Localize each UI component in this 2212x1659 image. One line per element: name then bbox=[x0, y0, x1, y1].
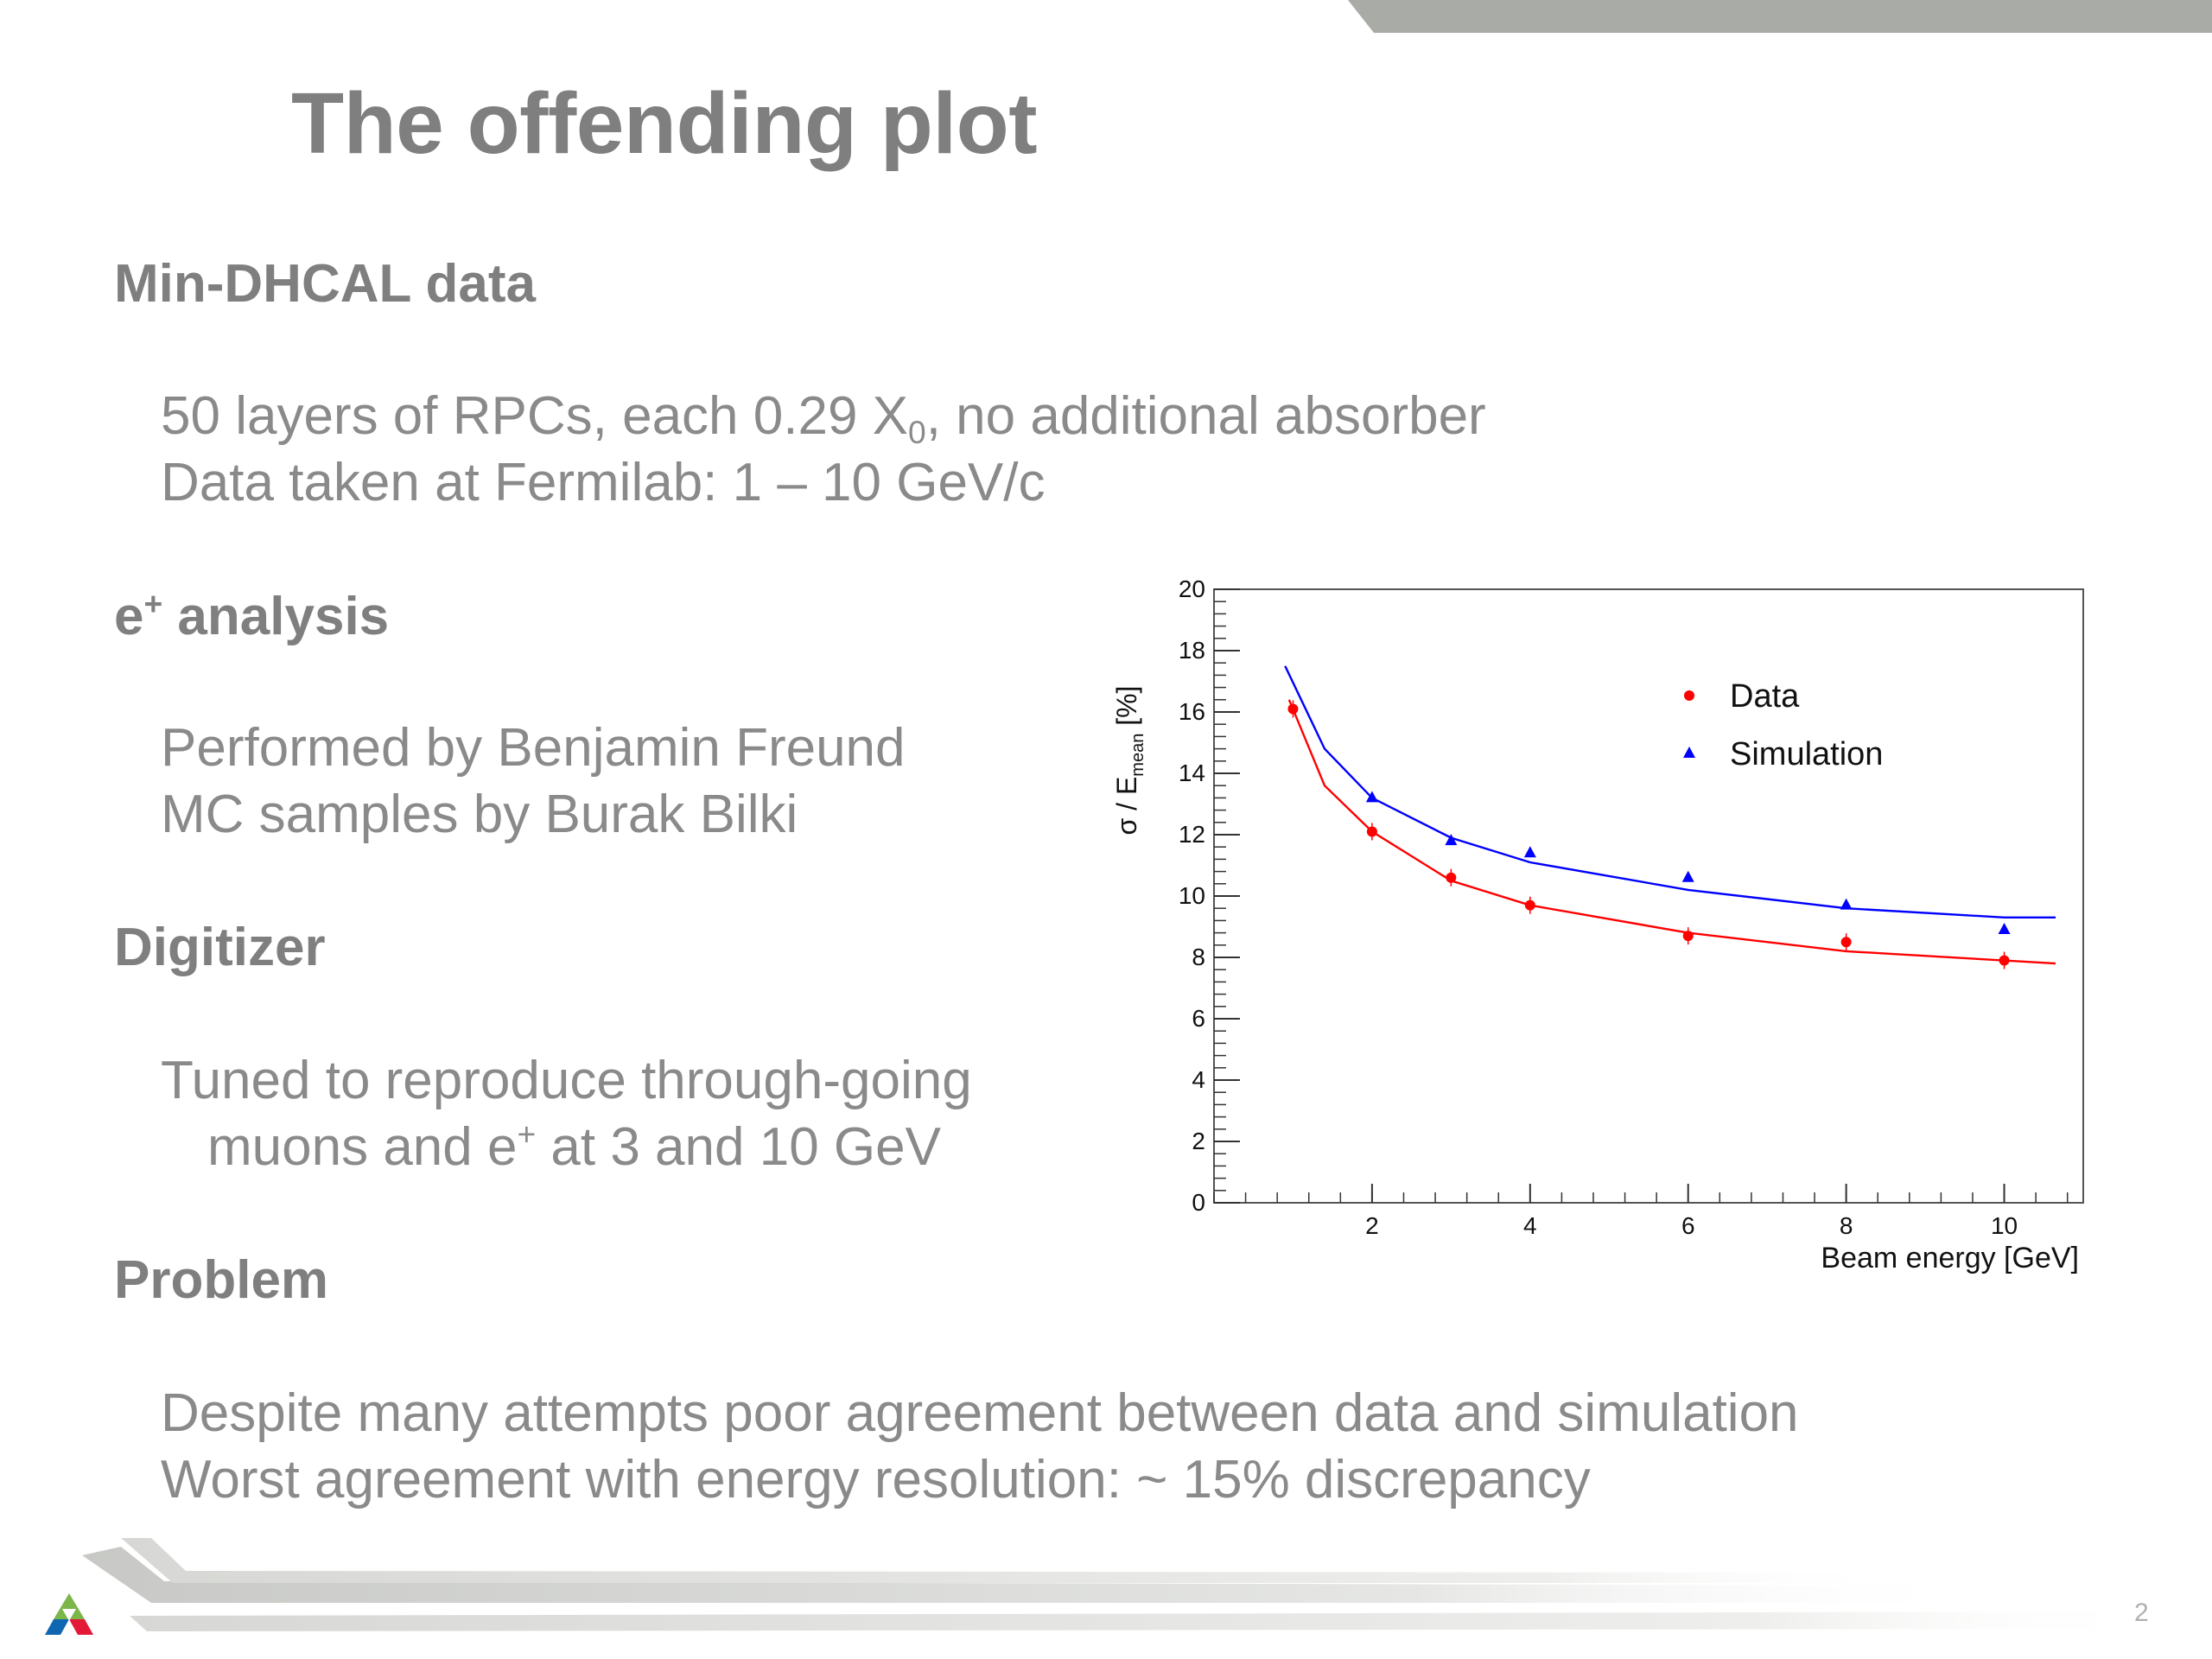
text-layers-rest: , no additional absorber bbox=[925, 386, 1486, 446]
simulation-point bbox=[1998, 923, 2011, 935]
top-banner-decoration bbox=[1348, 0, 2212, 33]
y-tick-label: 8 bbox=[1192, 944, 1205, 970]
text-performed-by: Performed by Benjamin Freund bbox=[161, 718, 906, 778]
data-point bbox=[1524, 899, 1535, 911]
y-tick-label: 16 bbox=[1179, 698, 1205, 725]
heading-digitizer: Digitizer bbox=[114, 918, 326, 977]
legend-data-marker bbox=[1684, 690, 1694, 701]
data-point bbox=[1840, 937, 1852, 948]
page-number: 2 bbox=[2134, 1599, 2149, 1627]
text-layers-subscript: 0 bbox=[908, 414, 926, 451]
heading-min-dhcal: Min-DHCAL data bbox=[114, 254, 536, 314]
text-data-taken: Data taken at Fermilab: 1 – 10 GeV/c bbox=[161, 453, 1046, 512]
y-tick-label: 4 bbox=[1192, 1066, 1205, 1093]
y-tick-label: 12 bbox=[1179, 821, 1205, 848]
x-axis-label: Beam energy [GeV] bbox=[1821, 1242, 2079, 1274]
argonne-logo bbox=[45, 1593, 93, 1635]
text-mc-samples: MC samples by Burak Bilki bbox=[161, 785, 798, 844]
simulation-point bbox=[1681, 870, 1694, 882]
y-axis-label: σ / Emean [%] bbox=[1111, 686, 1147, 836]
heading-eplus-analysis: e+ analysis bbox=[114, 585, 390, 646]
simulation-point bbox=[1840, 898, 1853, 910]
text-muons-rest: at 3 and 10 GeV bbox=[536, 1117, 941, 1177]
heading-eplus-e: e bbox=[114, 587, 144, 646]
text-muons-main: muons and e bbox=[207, 1117, 518, 1177]
text-tuned: Tuned to reproduce through-going bbox=[161, 1051, 972, 1110]
y-tick-label: 20 bbox=[1179, 575, 1205, 602]
x-tick-label: 10 bbox=[1991, 1212, 2018, 1239]
y-tick-label: 6 bbox=[1192, 1005, 1205, 1032]
legend-label: Data bbox=[1730, 678, 1800, 715]
text-layers-main: 50 layers of RPCs, each 0.29 X bbox=[161, 386, 909, 446]
x-tick-label: 4 bbox=[1523, 1212, 1537, 1239]
y-tick-label: 2 bbox=[1192, 1128, 1205, 1154]
y-tick-label: 10 bbox=[1179, 882, 1205, 909]
data-point bbox=[1446, 872, 1457, 883]
simulation-point bbox=[1523, 846, 1536, 858]
data-point bbox=[1366, 826, 1377, 837]
legend-simulation-marker bbox=[1683, 747, 1695, 758]
energy-resolution-chart: 0 2 4 6 8 10 12 14 16 18 20 2 4 6 8 10 Beam energy [GeV]… bbox=[1111, 575, 2084, 1274]
y-tick-label: 18 bbox=[1179, 637, 1205, 664]
legend-box bbox=[1649, 671, 1962, 785]
simulation-point bbox=[1445, 834, 1458, 846]
simulation-fit-curve bbox=[1284, 665, 2056, 918]
data-point bbox=[1287, 703, 1299, 715]
text-muons-sup: + bbox=[517, 1116, 537, 1153]
text-layers: 50 layers of RPCs, each 0.29 X0, no addi… bbox=[161, 386, 1486, 448]
x-tick-label: 8 bbox=[1840, 1212, 1853, 1239]
simulation-point bbox=[1365, 791, 1378, 803]
text-muons: muons and e+ at 3 and 10 GeV bbox=[207, 1116, 941, 1177]
footer-decoration bbox=[82, 1538, 2160, 1631]
heading-eplus-sup: + bbox=[143, 585, 163, 622]
heading-eplus-rest: analysis bbox=[162, 587, 390, 646]
x-tick-label: 6 bbox=[1681, 1212, 1695, 1239]
legend-label: Simulation bbox=[1730, 736, 1883, 772]
text-despite: Despite many attempts poor agreement bet… bbox=[161, 1383, 1799, 1443]
x-tick-label: 2 bbox=[1365, 1212, 1379, 1239]
y-tick-label: 0 bbox=[1192, 1189, 1205, 1216]
text-worst-agreement: Worst agreement with energy resolution: … bbox=[161, 1450, 1591, 1510]
heading-problem: Problem bbox=[114, 1250, 329, 1310]
chart-legend: Data Simulation bbox=[1649, 671, 1962, 785]
slide-title: The offending plot bbox=[291, 75, 1038, 172]
data-point bbox=[1682, 931, 1694, 942]
data-point bbox=[1999, 955, 2010, 966]
y-tick-label: 14 bbox=[1179, 760, 1205, 786]
